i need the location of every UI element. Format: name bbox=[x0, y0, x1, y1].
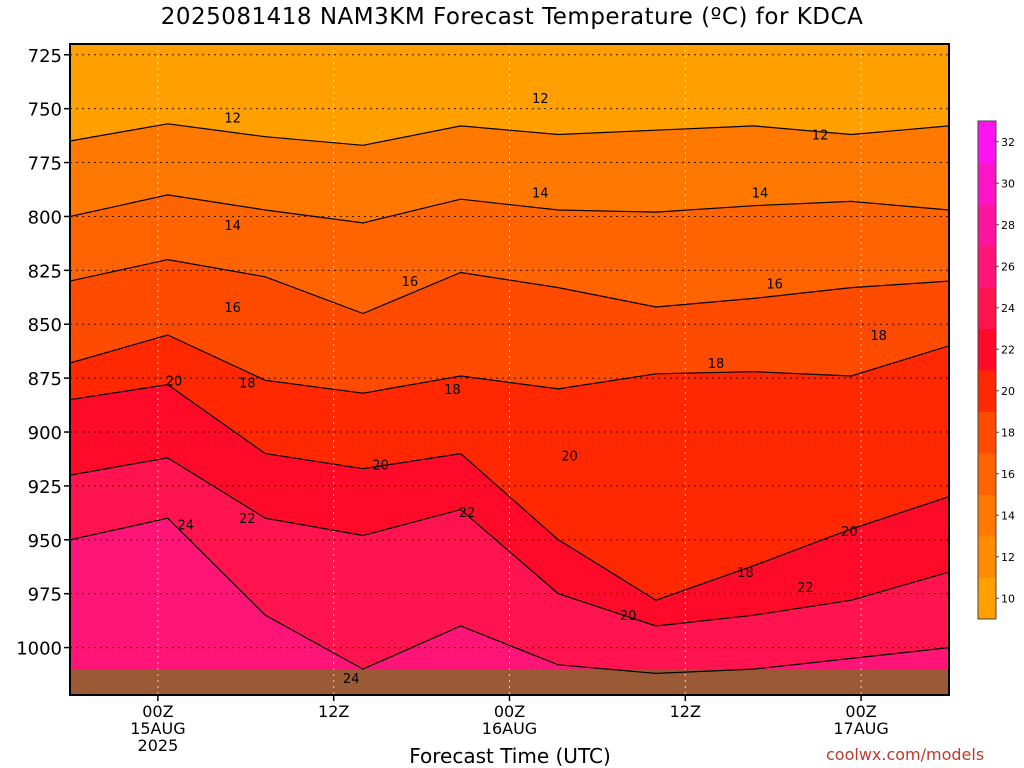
isotherm-20c bbox=[69, 383, 950, 601]
colorbar-swatch-5 bbox=[978, 370, 996, 412]
x-tick-label-54-1: 17AUG bbox=[833, 719, 888, 738]
contour-label-20: 20 bbox=[372, 458, 389, 473]
contour-label-16: 16 bbox=[402, 275, 419, 290]
isotherm-16c bbox=[69, 258, 950, 315]
contour-label-18: 18 bbox=[708, 357, 725, 372]
colorbar-label-24: 24 bbox=[1001, 302, 1015, 315]
contour-label-16: 16 bbox=[224, 301, 241, 316]
colorbar-label-22: 22 bbox=[1001, 343, 1015, 356]
colorbar-label-10: 10 bbox=[1001, 592, 1015, 605]
ground-surface bbox=[70, 670, 949, 695]
y-tick-label-825: 825 bbox=[28, 261, 62, 282]
colorbar-frame bbox=[977, 120, 997, 620]
colorbar-swatch-2 bbox=[978, 494, 996, 537]
isotherm-lines bbox=[69, 123, 950, 675]
isotherm-18c bbox=[69, 334, 950, 394]
contour-label-20: 20 bbox=[620, 609, 637, 624]
chart-title: 2025081418 NAM3KM Forecast Temperature (… bbox=[160, 4, 864, 30]
colorbar-label-14: 14 bbox=[1001, 509, 1015, 522]
contour-label-18: 18 bbox=[239, 376, 256, 391]
gridlines bbox=[70, 44, 949, 695]
contour-label-22: 22 bbox=[239, 512, 256, 527]
colorbar-label-28: 28 bbox=[1001, 219, 1015, 232]
colorbar-swatch-7 bbox=[978, 287, 996, 329]
x-tick-label-6-1: 15AUG bbox=[130, 719, 185, 738]
y-tick-label-750: 750 bbox=[28, 100, 62, 121]
colorbar-swatch-1 bbox=[978, 536, 996, 578]
contour-label-12: 12 bbox=[812, 129, 829, 144]
ground-band bbox=[70, 670, 949, 695]
x-tick-label-6-2: 2025 bbox=[138, 736, 179, 755]
fill-band-24c bbox=[70, 518, 949, 695]
colorbar-label-16: 16 bbox=[1001, 468, 1015, 481]
x-tick-label-18-0: 12Z bbox=[318, 702, 349, 721]
contour-label-16: 16 bbox=[766, 277, 783, 292]
contour-label-24: 24 bbox=[177, 519, 194, 534]
contour-label-12: 12 bbox=[224, 111, 241, 126]
colorbar-swatch-8 bbox=[978, 245, 996, 288]
colorbar-swatch-6 bbox=[978, 328, 996, 371]
y-tick-label-950: 950 bbox=[28, 531, 62, 552]
x-tick-label-30-0: 00Z bbox=[494, 702, 525, 721]
y-tick-label-1000: 1000 bbox=[16, 639, 62, 660]
y-tick-label-925: 925 bbox=[28, 477, 62, 498]
contour-label-20: 20 bbox=[561, 450, 578, 465]
colorbar-swatch-3 bbox=[978, 453, 996, 495]
isotherm-24c bbox=[69, 517, 950, 675]
contour-label-18: 18 bbox=[870, 329, 887, 344]
colorbar-swatch-0 bbox=[978, 577, 996, 620]
contour-label-14: 14 bbox=[532, 187, 549, 202]
colorbar-legend: 10 12 14 16 18 20 22 24 26 28 30 32 bbox=[977, 120, 1015, 620]
isotherm-22c bbox=[69, 457, 950, 627]
isotherm-12c bbox=[69, 123, 950, 146]
colorbar-label-12: 12 bbox=[1001, 551, 1015, 564]
colorbar-swatch-10 bbox=[978, 162, 996, 205]
colorbar-label-20: 20 bbox=[1001, 385, 1015, 398]
contour-labels: 12 12 12 14 14 14 16 16 16 18 18 18 18 18 20 20 20 20 20 22… bbox=[166, 92, 887, 687]
source-credit: coolwx.com/models bbox=[826, 745, 985, 764]
colorbar-label-30: 30 bbox=[1001, 177, 1015, 190]
y-tick-label-875: 875 bbox=[28, 369, 62, 390]
contour-label-24: 24 bbox=[343, 672, 360, 687]
y-tick-label-900: 900 bbox=[28, 423, 62, 444]
y-tick-label-975: 975 bbox=[28, 585, 62, 606]
x-tick-label-6-0: 00Z bbox=[142, 702, 173, 721]
x-tick-label-42-0: 12Z bbox=[670, 702, 701, 721]
contour-label-20: 20 bbox=[166, 374, 183, 389]
colorbar-label-32: 32 bbox=[1001, 136, 1015, 149]
contour-label-14: 14 bbox=[752, 187, 769, 202]
contour-label-22: 22 bbox=[797, 581, 814, 596]
colorbar-swatch-4 bbox=[978, 411, 996, 454]
y-tick-label-800: 800 bbox=[28, 207, 62, 228]
y-axis-pressure: 725 750 775 800 825 850 875 900 925 950 975 1000 bbox=[16, 46, 70, 660]
colorbar-swatch-9 bbox=[978, 204, 996, 246]
contour-label-14: 14 bbox=[224, 219, 241, 234]
contour-label-22: 22 bbox=[459, 506, 476, 521]
colorbar-swatch-11 bbox=[978, 121, 996, 163]
contour-label-20: 20 bbox=[841, 525, 858, 540]
y-tick-label-725: 725 bbox=[28, 46, 62, 67]
contour-label-18: 18 bbox=[444, 383, 461, 398]
y-tick-label-775: 775 bbox=[28, 154, 62, 175]
contour-label-18: 18 bbox=[737, 566, 754, 581]
contour-label-12: 12 bbox=[532, 92, 549, 107]
x-tick-label-30-1: 16AUG bbox=[482, 719, 537, 738]
colorbar-label-18: 18 bbox=[1001, 426, 1015, 439]
isotherm-14c bbox=[69, 194, 950, 224]
y-tick-label-850: 850 bbox=[28, 315, 62, 336]
x-tick-label-54-0: 00Z bbox=[845, 702, 876, 721]
colorbar-label-26: 26 bbox=[1001, 260, 1015, 273]
x-axis-label: Forecast Time (UTC) bbox=[409, 744, 611, 768]
